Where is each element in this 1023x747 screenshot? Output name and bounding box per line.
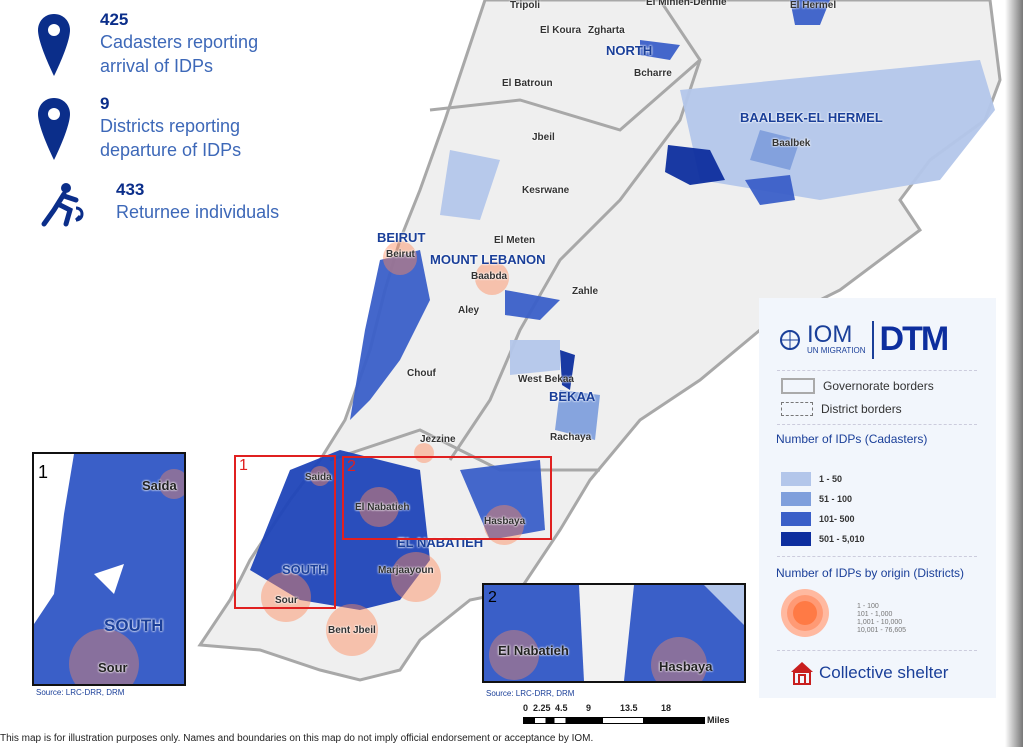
legend-class: 101 - 1,000 [857,611,893,618]
un-globe-icon [780,329,800,350]
stat-label: Returnee individuals [116,202,280,222]
inset-label: SOUTH [104,616,164,635]
disclaimer: This map is for illustration purposes on… [0,733,594,744]
legend-class: 51 - 100 [819,494,853,504]
district-label: El Nabatieh [355,502,410,513]
inset-source: Source: LRC-DRR, DRM [486,689,575,698]
district-label: El Batroun [502,78,553,89]
page-edge [1005,0,1023,747]
collective-shelter-icon [791,662,813,685]
district-label: Marjaayoun [378,565,434,576]
district-label: El Hermel [790,0,837,11]
inset-label: Hasbaya [659,659,713,674]
district-label: Bcharre [634,68,672,79]
inset-map-2: 2 El Nabatieh Hasbaya [482,583,746,683]
inset-source: Source: LRC-DRR, DRM [36,688,125,697]
inset-label: El Nabatieh [498,643,569,658]
governorate-label: SOUTH [282,562,328,577]
stat-number: 9 [100,94,110,113]
governorate-border [448,0,702,461]
map-pin-icon [38,98,70,160]
stat-number: 433 [116,180,145,199]
district-border-swatch [781,402,813,416]
stat-number: 425 [100,10,129,29]
stat-label: arrival of IDPs [100,56,214,76]
legend-class: 101- 500 [819,514,855,524]
iom-dtm-logo: IOM UN MIGRATION DTM [779,320,949,359]
origin-circle-symbol [781,589,829,637]
district-label: Baalbek [772,138,811,149]
legend-class: 1 - 50 [819,474,843,484]
inset-label: Sour [98,660,128,675]
district-label: Kesrwane [522,185,570,196]
governorate-border-swatch [781,378,815,394]
scale-bar: 0 2.25 4.5 9 13.5 18 Miles [523,703,730,725]
inset-number: 2 [488,589,497,606]
governorate-border [429,58,701,132]
cadaster-fills [250,0,995,610]
district-label: Chouf [407,368,436,379]
legend-title: Number of IDPs (Cadasters) [776,432,928,446]
district-label: Bent Jbeil [328,625,376,636]
inset-number: 1 [38,462,49,482]
district-label: El Meten [494,235,536,246]
district-label: El Minieh-Dennie [646,0,727,8]
returnee-runner-icon [41,183,84,227]
district-label: Saida [305,472,332,483]
stat-label: Cadasters reporting [100,32,259,52]
origin-circles [261,241,524,656]
district-label: Zgharta [588,25,625,36]
governorate-label: MOUNT LEBANON [430,252,546,267]
district-label: Aley [458,305,480,316]
district-label: West Bekaa [518,374,574,385]
inset-label: Saida [142,478,177,493]
district-label: Zahle [572,286,599,297]
district-label: Jbeil [532,132,555,143]
map-pin-icon [38,14,70,76]
governorate-label: BEKAA [549,389,596,404]
legend-class: 501 - 5,010 [819,534,865,544]
district-label: Rachaya [550,432,592,443]
legend-title: Number of IDPs by origin (Districts) [776,566,965,580]
legend-label: Governorate borders [823,379,934,393]
governorate-label: BAALBEK-EL HERMEL [740,110,883,125]
stat-label: Districts reporting [100,116,241,136]
map-legend: IOM UN MIGRATION DTM Governorate borders … [759,298,996,698]
legend-class: 1 - 100 [857,603,879,610]
legend-label: Collective shelter [819,663,949,682]
legend-class: 1,001 - 10,000 [857,619,903,626]
inset-2-extent: 2 [342,456,552,540]
district-label: Jezzine [420,434,456,445]
district-label: El Koura [540,25,582,36]
governorate-label: NORTH [606,43,653,58]
governorate-label: BEIRUT [377,230,426,245]
district-label: Sour [275,595,298,606]
legend-label: District borders [821,402,902,416]
stat-label: departure of IDPs [100,140,242,160]
district-label: Beirut [386,249,415,260]
legend-class: 10,001 - 76,605 [857,627,907,634]
inset-map-1: 1 Saida SOUTH Sour [32,452,186,686]
inset-1-extent: 1 [234,455,336,609]
district-label: Hasbaya [484,516,526,527]
district-label: Tripoli [510,0,540,11]
district-label: Baabda [471,271,508,282]
